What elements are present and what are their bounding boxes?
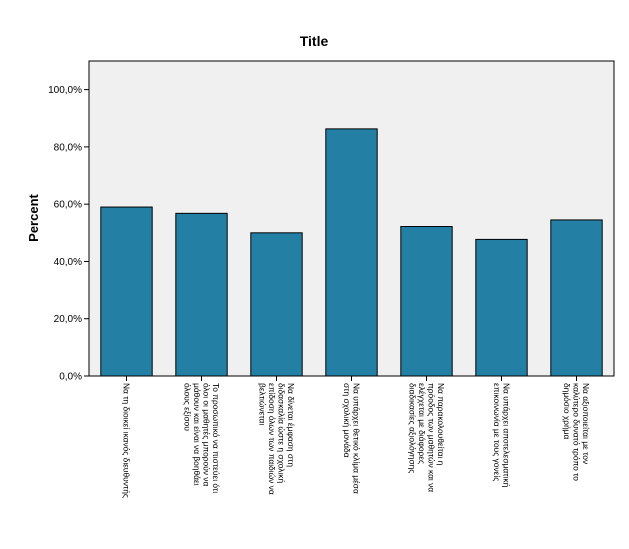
y-tick-label: 100,0%: [48, 85, 82, 96]
x-tick-label: Να τη διοικεί ικανός διευθυντής: [122, 383, 132, 498]
y-axis: 0,0% 20,0% 40,0% 60,0% 80,0% 100,0%: [48, 85, 89, 383]
x-tick-label: Να δίνεται έμφαση στηδιδασκαλία ώστε η σ…: [257, 383, 296, 495]
chart-title: Title: [300, 33, 329, 49]
x-tick-label: Να υπάρχει θετικό κλίμα μέσαστη σχολική …: [342, 383, 362, 494]
bar: [175, 212, 228, 377]
y-tick-label: 80,0%: [54, 142, 82, 153]
bar: [475, 238, 528, 377]
y-tick-label: 40,0%: [54, 257, 82, 268]
y-axis-label: Percent: [26, 193, 41, 241]
bars: [100, 128, 603, 377]
bar: [100, 206, 153, 377]
bar: [250, 232, 303, 377]
x-tick-label: Να αξιοποιείται με τονκαλύτερο δυνατό τρ…: [562, 383, 591, 481]
bar: [325, 128, 378, 377]
bar: [400, 226, 453, 377]
y-tick-label: 20,0%: [54, 314, 82, 325]
y-tick-label: 60,0%: [54, 200, 82, 211]
bar: [550, 219, 603, 377]
x-tick-label: Να υπάρχει αποτελεσματικήεπικοινωνία με …: [492, 383, 512, 488]
x-axis: Να τη διοικεί ικανός διευθυντής Το προσωπ…: [89, 375, 614, 498]
x-tick-label: Να παρακολουθείται ηπρόοδος των μαθητών …: [407, 383, 446, 492]
y-tick-label: 0,0%: [59, 372, 82, 383]
x-tick-label: Το προσωπικό να πιστεύει ότιόλοι οι μαθη…: [182, 383, 221, 493]
